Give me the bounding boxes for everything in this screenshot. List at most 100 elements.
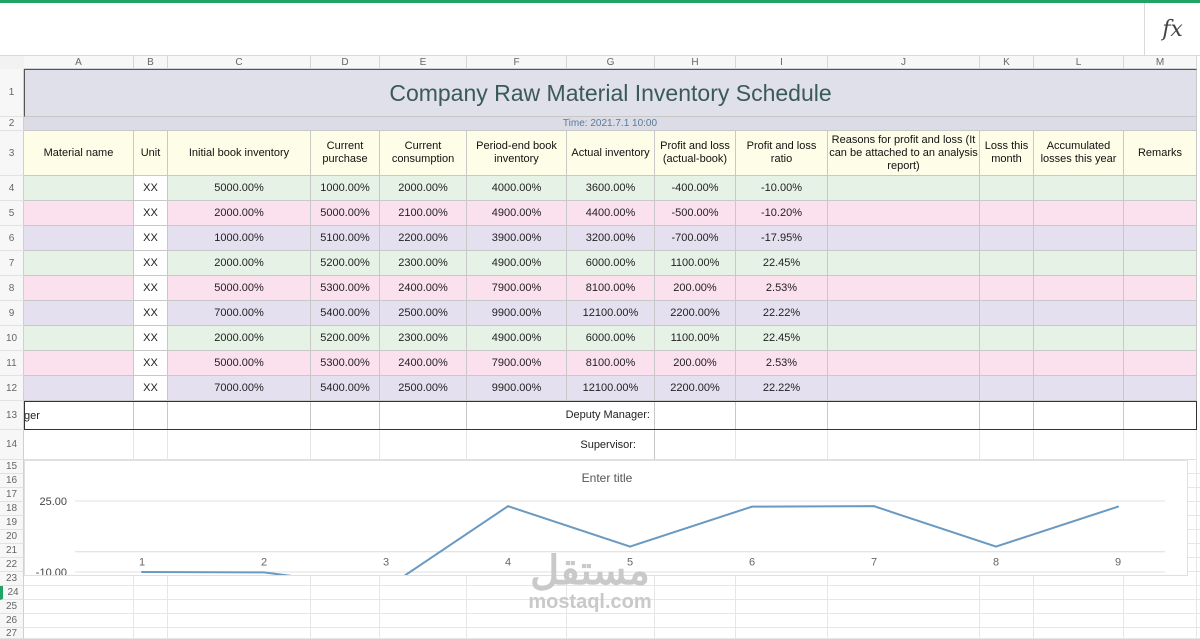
- table-cell[interactable]: [1034, 376, 1124, 401]
- table-cell[interactable]: [1124, 226, 1197, 251]
- table-cell[interactable]: 4900.00%: [467, 201, 567, 226]
- table-cell[interactable]: 2400.00%: [380, 276, 467, 301]
- signature-cell[interactable]: [828, 401, 980, 430]
- data-point[interactable]: [1117, 505, 1119, 508]
- data-point[interactable]: [629, 545, 631, 548]
- table-cell[interactable]: 7000.00%: [168, 376, 311, 401]
- table-cell[interactable]: 5400.00%: [311, 376, 380, 401]
- row-header-8[interactable]: 8: [0, 276, 24, 301]
- table-cell[interactable]: 6000.00%: [567, 251, 655, 276]
- table-cell[interactable]: 12100.00%: [567, 301, 655, 326]
- fx-button[interactable]: fx: [1144, 3, 1200, 55]
- table-cell[interactable]: -10.20%: [736, 201, 828, 226]
- row-header-27[interactable]: 27: [0, 628, 24, 639]
- signature-cell[interactable]: [380, 401, 467, 430]
- table-cell[interactable]: 2200.00%: [655, 376, 736, 401]
- time-cell[interactable]: Time: 2021.7.1 10:00: [24, 117, 1197, 131]
- table-cell[interactable]: [24, 351, 134, 376]
- row-header-15[interactable]: 15: [0, 460, 24, 474]
- row-header-18[interactable]: 18: [0, 502, 24, 516]
- table-cell[interactable]: [24, 376, 134, 401]
- header-cell[interactable]: Actual inventory: [567, 131, 655, 176]
- column-header-J[interactable]: J: [828, 56, 980, 69]
- signature-cell[interactable]: [380, 430, 467, 460]
- table-cell[interactable]: 5100.00%: [311, 226, 380, 251]
- table-cell[interactable]: [980, 276, 1034, 301]
- header-cell[interactable]: Remarks: [1124, 131, 1197, 176]
- table-cell[interactable]: -17.95%: [736, 226, 828, 251]
- table-cell[interactable]: 5300.00%: [311, 351, 380, 376]
- table-cell[interactable]: -10.00%: [736, 176, 828, 201]
- column-header-E[interactable]: E: [380, 56, 467, 69]
- column-header-C[interactable]: C: [168, 56, 311, 69]
- table-cell[interactable]: [24, 301, 134, 326]
- table-cell[interactable]: [828, 376, 980, 401]
- row-header-2[interactable]: 2: [0, 117, 24, 131]
- table-cell[interactable]: 3900.00%: [467, 226, 567, 251]
- table-cell[interactable]: XX: [134, 276, 168, 301]
- table-cell[interactable]: XX: [134, 226, 168, 251]
- row-header-19[interactable]: 19: [0, 516, 24, 530]
- header-cell[interactable]: Reasons for profit and loss (It can be a…: [828, 131, 980, 176]
- table-cell[interactable]: [980, 376, 1034, 401]
- table-cell[interactable]: 2000.00%: [168, 326, 311, 351]
- signature-cell[interactable]: [168, 401, 311, 430]
- header-cell[interactable]: Current consumption: [380, 131, 467, 176]
- table-cell[interactable]: 22.45%: [736, 251, 828, 276]
- row-header-13[interactable]: 13: [0, 401, 24, 430]
- table-cell[interactable]: XX: [134, 201, 168, 226]
- signature-cell[interactable]: [134, 401, 168, 430]
- table-cell[interactable]: 1000.00%: [168, 226, 311, 251]
- manager-label[interactable]: ger: [24, 401, 134, 430]
- table-cell[interactable]: [980, 351, 1034, 376]
- table-cell[interactable]: [24, 251, 134, 276]
- column-header-A[interactable]: A: [24, 56, 134, 69]
- row-header-22[interactable]: 22: [0, 558, 24, 572]
- chart-title[interactable]: Enter title: [582, 471, 633, 485]
- data-point[interactable]: [995, 545, 997, 548]
- table-cell[interactable]: XX: [134, 301, 168, 326]
- table-cell[interactable]: [1034, 201, 1124, 226]
- header-cell[interactable]: Material name: [24, 131, 134, 176]
- table-cell[interactable]: 2400.00%: [380, 351, 467, 376]
- table-cell[interactable]: [1124, 176, 1197, 201]
- table-cell[interactable]: 1100.00%: [655, 326, 736, 351]
- row-header-21[interactable]: 21: [0, 544, 24, 558]
- column-header-L[interactable]: L: [1034, 56, 1124, 69]
- header-cell[interactable]: Period-end book inventory: [467, 131, 567, 176]
- table-cell[interactable]: -700.00%: [655, 226, 736, 251]
- table-cell[interactable]: 7900.00%: [467, 276, 567, 301]
- table-cell[interactable]: [828, 201, 980, 226]
- signature-cell[interactable]: [980, 401, 1034, 430]
- table-cell[interactable]: 2500.00%: [380, 301, 467, 326]
- table-cell[interactable]: 2.53%: [736, 351, 828, 376]
- header-cell[interactable]: Accumulated losses this year: [1034, 131, 1124, 176]
- row-header-17[interactable]: 17: [0, 488, 24, 502]
- table-cell[interactable]: [1034, 301, 1124, 326]
- table-cell[interactable]: [980, 251, 1034, 276]
- table-cell[interactable]: 1100.00%: [655, 251, 736, 276]
- table-cell[interactable]: [1034, 326, 1124, 351]
- table-cell[interactable]: 200.00%: [655, 276, 736, 301]
- table-cell[interactable]: [1124, 326, 1197, 351]
- row-header-9[interactable]: 9: [0, 301, 24, 326]
- table-cell[interactable]: 2000.00%: [168, 251, 311, 276]
- header-cell[interactable]: Profit and loss (actual-book): [655, 131, 736, 176]
- table-cell[interactable]: [828, 326, 980, 351]
- table-cell[interactable]: [1034, 251, 1124, 276]
- table-cell[interactable]: XX: [134, 376, 168, 401]
- table-cell[interactable]: 8100.00%: [567, 276, 655, 301]
- table-cell[interactable]: 5200.00%: [311, 326, 380, 351]
- signature-cell[interactable]: [1124, 401, 1197, 430]
- column-header-F[interactable]: F: [467, 56, 567, 69]
- header-cell[interactable]: Profit and loss ratio: [736, 131, 828, 176]
- row-header-6[interactable]: 6: [0, 226, 24, 251]
- table-cell[interactable]: [1124, 276, 1197, 301]
- signature-cell[interactable]: [1034, 401, 1124, 430]
- row-header-25[interactable]: 25: [0, 600, 24, 614]
- column-header-H[interactable]: H: [655, 56, 736, 69]
- table-cell[interactable]: XX: [134, 251, 168, 276]
- table-cell[interactable]: [828, 351, 980, 376]
- table-cell[interactable]: 200.00%: [655, 351, 736, 376]
- table-cell[interactable]: [828, 301, 980, 326]
